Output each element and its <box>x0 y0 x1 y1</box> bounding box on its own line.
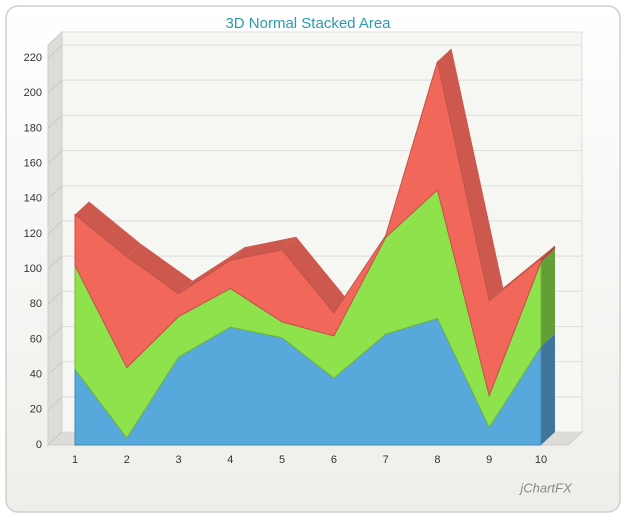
y-tick-label: 40 <box>30 369 42 381</box>
x-tick-label: 7 <box>383 454 389 466</box>
y-tick-label: 220 <box>24 52 42 64</box>
grid-line <box>47 361 63 376</box>
area-top-face <box>178 247 245 294</box>
grid-line <box>47 44 63 59</box>
area-side-face <box>541 245 555 263</box>
x-tick-label: 9 <box>486 454 492 466</box>
y-tick-label: 60 <box>30 333 42 345</box>
grid-line <box>47 220 63 235</box>
x-tick-label: 3 <box>175 454 181 466</box>
area-top-face <box>437 48 504 301</box>
y-tick-label: 200 <box>24 87 42 99</box>
x-tick-label: 6 <box>331 454 337 466</box>
y-tick-label: 180 <box>24 122 42 134</box>
left-wall <box>47 30 63 447</box>
x-tick-label: 5 <box>279 454 285 466</box>
y-tick-label: 100 <box>24 263 42 275</box>
grid-line <box>47 185 63 200</box>
area-side-face <box>541 333 555 445</box>
area <box>74 61 542 398</box>
y-tick-label: 20 <box>30 404 42 416</box>
area-top-face <box>282 236 348 314</box>
area-side-face <box>541 249 555 347</box>
y-tick-label: 160 <box>24 157 42 169</box>
area-top-face <box>230 236 297 261</box>
grid-line <box>47 114 63 129</box>
x-tick-label: 4 <box>227 454 233 466</box>
grid-line <box>47 326 63 340</box>
area-top-face <box>126 243 193 294</box>
area-top-face <box>75 201 141 257</box>
grid-line <box>47 290 63 305</box>
y-tick-label: 0 <box>36 439 42 451</box>
x-tick-label: 10 <box>535 454 547 466</box>
watermark: jChartFX <box>518 480 573 495</box>
grid-line <box>47 79 63 94</box>
grid-line <box>47 396 63 411</box>
grid-line <box>47 431 63 446</box>
x-tick-label: 1 <box>72 454 78 466</box>
x-tick-label: 2 <box>124 454 130 466</box>
chart-title: 3D Normal Stacked Area <box>225 15 391 32</box>
y-tick-label: 80 <box>30 298 42 310</box>
y-tick-label: 140 <box>24 193 42 205</box>
grid-line <box>47 150 63 164</box>
grid-line <box>47 255 63 270</box>
x-tick-label: 8 <box>434 454 440 466</box>
y-tick-label: 120 <box>24 228 42 240</box>
